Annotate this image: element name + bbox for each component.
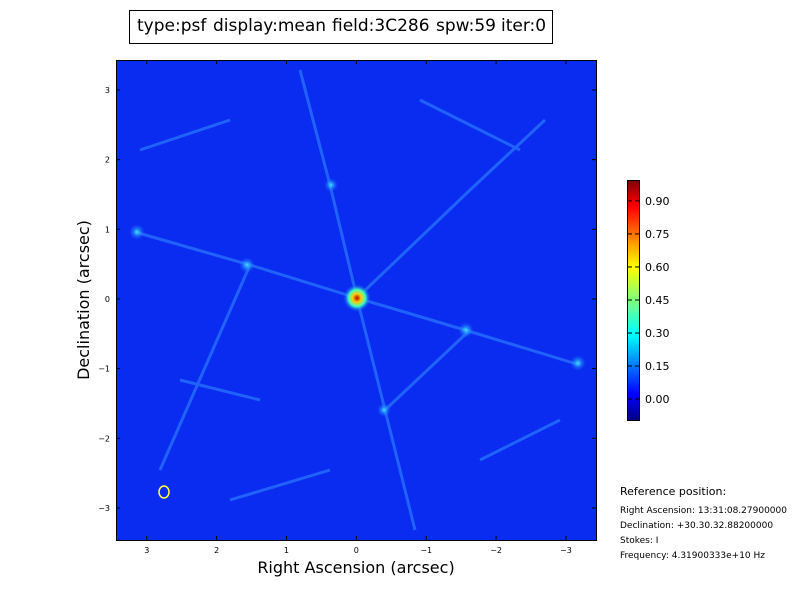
colorbar-tick-label: 0.15 [645, 360, 670, 373]
y-tick-label: 3 [105, 86, 110, 95]
x-axis-label: Right Ascension (arcsec) [257, 558, 454, 577]
x-tick-label: −2 [490, 546, 502, 555]
x-tick-label: 2 [214, 546, 219, 555]
y-tick-label: −1 [98, 365, 110, 374]
title-part: spw:59 [436, 16, 496, 36]
x-tick-label: −3 [560, 546, 572, 555]
title-part: field:3C286 [332, 16, 430, 36]
colorbar-tick-label: 0.90 [645, 195, 670, 208]
title-part: type:psf [137, 16, 207, 36]
colorbar-tick-label: 0.45 [645, 294, 670, 307]
x-tick-label: 1 [284, 546, 289, 555]
y-tick-label: 1 [105, 225, 110, 234]
reference-line: Right Ascension: 13:31:08.27900000 [620, 506, 787, 516]
reference-line: Declination: +30.30.32.88200000 [620, 521, 773, 531]
title-part: iter:0 [501, 16, 546, 36]
colorbar-tick-label: 0.60 [645, 261, 670, 274]
x-tick-label: 3 [144, 546, 149, 555]
x-tick-label: 0 [354, 546, 359, 555]
title-box [129, 10, 553, 44]
reference-heading: Reference position: [620, 485, 726, 498]
y-tick-label: 0 [105, 295, 110, 304]
reference-line: Frequency: 4.31900333e+10 Hz [620, 551, 765, 561]
colorbar-tick-label: 0.30 [645, 327, 670, 340]
y-tick-label: 2 [105, 156, 110, 165]
y-axis-label: Declination (arcsec) [74, 220, 93, 380]
image-decor [116, 60, 596, 540]
y-tick-label: −3 [98, 504, 110, 513]
colorbar-tick-label: 0.00 [645, 393, 670, 406]
y-tick-label: −2 [98, 434, 110, 443]
reference-line: Stokes: I [620, 536, 658, 546]
x-tick-label: −1 [420, 546, 432, 555]
title-part: display:mean [213, 16, 326, 36]
colorbar-tick-label: 0.75 [645, 228, 670, 241]
